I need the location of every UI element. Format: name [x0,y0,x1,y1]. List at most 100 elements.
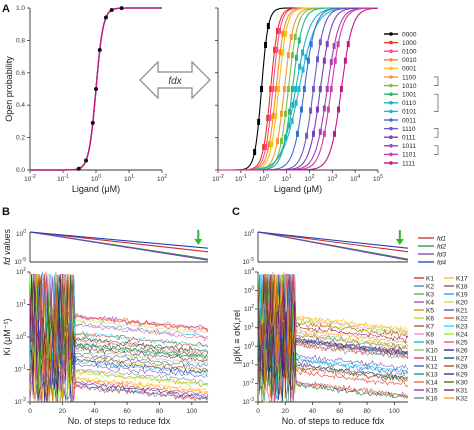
chart-layer: 0.00.20.40.60.81.010-2 10-1 100 101 102Ligan… [2,5,468,426]
legend-label-1101: 1101 [402,152,416,159]
c-top-y-tick-label: 100 [244,229,254,238]
a-right-data-point [290,86,294,92]
a-left-y-tick-label: 0.2 [16,135,25,142]
a-right-data-point [269,86,273,92]
a-left-y-tick-label: 0.4 [16,102,25,109]
b-fd-line-4 [29,231,209,249]
a-right-data-point [304,54,308,61]
k-legend-label: K6 [426,315,434,322]
a-right-data-point [315,106,319,113]
a-right-data-point [346,41,350,48]
a-left-data-point [84,158,89,163]
a-left-y-tick-label: 1.0 [16,5,25,12]
b-bottom-x-tick-label: 40 [91,408,99,415]
a-left-data-point [103,15,108,20]
a-right-data-point [280,138,284,145]
k-legend-label: K20 [456,299,468,306]
a-right-data-point [264,144,268,151]
a-right-x-tick-label: 100 [259,174,269,183]
a-right-data-point [286,52,290,59]
c-k-series-32 [257,274,409,393]
b-bottom-x-tick-label: 20 [59,408,67,415]
k-legend-label: K1 [426,275,434,282]
legend-marker-0000 [389,32,393,36]
a-right-data-point [318,128,322,135]
k-legend-label: K25 [456,339,468,346]
a-right-x-tick-label: 102 [304,174,314,183]
a-right-data-point [264,42,268,49]
c-bottom-y-tick-label: 10-1 [242,360,254,369]
k-legend-label: K2 [426,283,434,290]
legend-label-0011: 0011 [402,117,416,124]
b-top-y-axis-label: fd values [2,228,12,265]
a-left-y-tick-label: 0.6 [16,70,25,77]
k-legend-label: K16 [426,395,438,402]
b-bottom-x-axis-label: No. of steps to reduce fdx [68,416,171,426]
k-legend-label: K32 [456,395,468,402]
a-left-y-tick-label: 0.8 [16,37,25,44]
k-legend-label: K18 [456,283,468,290]
a-right-data-point [306,57,310,64]
panel-label-b: B [2,206,10,218]
c-fd-line-3 [257,231,409,261]
c-bottom-y-tick-label: 100 [244,341,254,350]
c-top-y-tick-label: 10-5 [242,257,254,266]
a-right-x-tick-label: 10-2 [212,174,224,183]
legend-label-1000: 1000 [402,40,417,47]
k-legend-label: K10 [426,347,438,354]
a-right-data-point [290,52,294,59]
k-legend-label: K21 [456,307,468,314]
a-right-data-point [274,112,278,119]
b-k-series-28 [29,274,209,391]
k-legend-label: K22 [456,315,468,322]
a-right-data-point [322,57,326,64]
a-right-data-point [284,110,288,117]
a-right-data-point [273,46,277,53]
a-right-data-point [284,30,288,37]
a-right-data-point [286,86,290,92]
c-bottom-x-axis-label: No. of steps to reduce fdx [282,416,385,426]
a-left-y-tick-label: 0.0 [16,167,25,174]
a-left-x-tick-label: 10-2 [24,174,36,183]
legend-label-0001: 0001 [402,66,417,73]
a-left-data-point [90,120,95,125]
a-left-data-point [97,48,102,53]
legend-marker-1100 [389,75,393,79]
b-bottom-y-tick-label: 10-1 [14,365,26,374]
legend-marker-1111 [389,161,393,165]
legend-marker-0101 [389,109,393,114]
legend-marker-0011 [389,118,393,122]
a-right-x-tick-label: 10-1 [235,174,247,183]
legend-marker-1001 [389,92,393,96]
a-left-x-tick-label: 10-1 [57,174,69,183]
k-legend-label: K8 [426,331,434,338]
legend-label-1100: 1100 [402,74,416,81]
a-right-data-point [289,33,293,40]
c-bottom-x-tick-label: 100 [389,408,400,415]
a-right-data-point [257,118,261,125]
c-bottom-x-tick-label: 60 [336,408,344,415]
a-right-data-point [291,102,295,109]
a-right-data-point [329,59,333,66]
a-right-data-point [267,141,271,148]
a-right-data-point [315,56,319,63]
b-k-series-18 [29,274,209,373]
c-k-series-24 [257,274,409,366]
k-legend-label: K24 [456,331,468,338]
legend-marker-1010 [389,83,393,88]
legend-marker-1101 [389,152,393,157]
legend-label-0100: 0100 [402,49,417,56]
a-right-x-axis-label: Ligand (μM) [274,184,322,194]
a-right-data-point [333,130,337,137]
a-right-data-point [270,141,274,148]
a-right-data-point [336,41,340,48]
k-legend-label: K23 [456,323,468,330]
a-right-data-point [294,86,298,92]
c-bottom-y-tick-label: 104 [244,267,254,276]
b-k-series-27 [29,274,209,390]
a-right-data-point [294,54,298,61]
b-k-series-32 [29,274,209,403]
c-k-series-30 [257,274,409,403]
k-legend-label: K30 [456,379,468,386]
